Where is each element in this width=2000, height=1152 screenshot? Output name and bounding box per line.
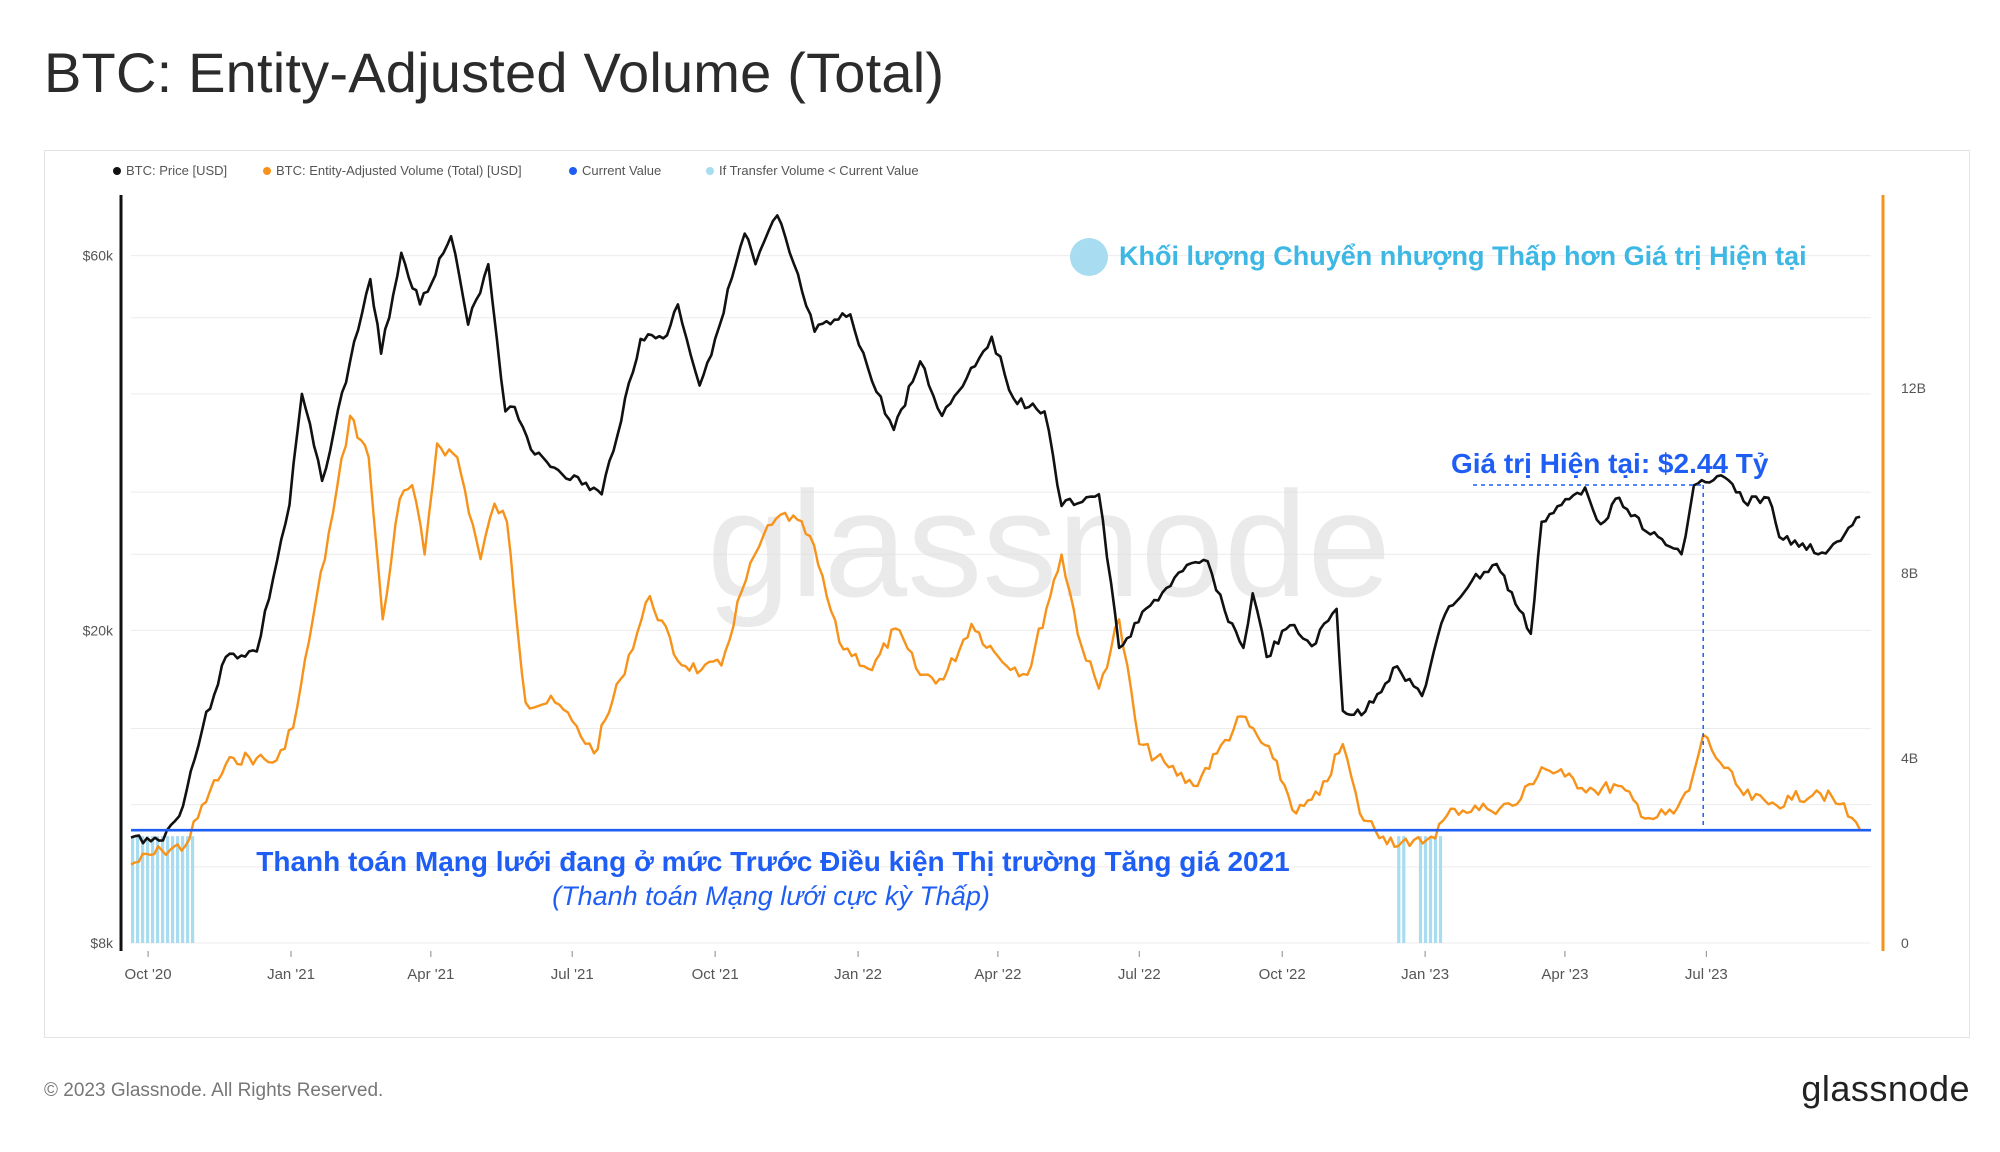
x-tick-label: Jan '21 xyxy=(267,966,315,983)
x-tick-label: Jul '21 xyxy=(551,966,594,983)
x-tick-label: Jul '22 xyxy=(1118,966,1161,983)
below-current-bar xyxy=(166,836,170,943)
y-right-tick-label: 8B xyxy=(1901,565,1918,581)
below-current-bar xyxy=(1423,836,1428,943)
below-current-bar xyxy=(191,836,195,943)
x-tick-label: Apr '23 xyxy=(1541,966,1588,983)
below-current-bar xyxy=(146,836,150,943)
below-current-bar xyxy=(181,836,185,943)
below-current-bar xyxy=(161,836,165,943)
legend-note-text: Khối lượng Chuyển nhượng Thấp hơn Giá tr… xyxy=(1119,241,1807,271)
x-tick-label: Jan '23 xyxy=(1401,966,1449,983)
x-tick-label: Apr '21 xyxy=(407,966,454,983)
x-tick-label: Apr '22 xyxy=(974,966,1021,983)
x-tick-label: Oct '21 xyxy=(692,966,739,983)
price-series-line xyxy=(130,214,1861,845)
subline-annotation: (Thanh toán Mạng lưới cực kỳ Thấp) xyxy=(552,881,990,911)
legend-label: If Transfer Volume < Current Value xyxy=(719,163,919,178)
legend-label: Current Value xyxy=(582,163,661,178)
y-right-tick-label: 12B xyxy=(1901,380,1926,396)
volume-series-line xyxy=(130,414,1862,866)
below-current-bar xyxy=(141,836,145,943)
legend-label: BTC: Price [USD] xyxy=(126,163,227,178)
below-current-bar xyxy=(1397,836,1401,943)
brand-logo: glassnode xyxy=(1801,1068,1970,1109)
x-tick-label: Jul '23 xyxy=(1685,966,1728,983)
y-left-tick-label: $8k xyxy=(90,935,114,951)
below-current-bar xyxy=(136,836,140,943)
below-current-bar xyxy=(1418,836,1423,943)
legend-note-swatch xyxy=(1070,238,1108,276)
y-left-tick-label: $60k xyxy=(83,248,114,264)
below-current-bar xyxy=(151,836,155,943)
current-value-label: Giá trị Hiện tại: $2.44 Tỷ xyxy=(1451,448,1769,479)
chart: BTC: Price [USD] BTC: Entity-Adjusted Vol… xyxy=(83,163,1926,983)
below-current-bar xyxy=(156,836,160,943)
below-current-bars xyxy=(131,836,1443,943)
series-lines xyxy=(130,214,1871,866)
below-current-bar xyxy=(131,836,135,943)
x-tick-label: Jan '22 xyxy=(834,966,882,983)
below-current-bar xyxy=(176,836,180,943)
legend-marker xyxy=(569,167,577,175)
copyright-text: © 2023 Glassnode. All Rights Reserved. xyxy=(44,1080,384,1101)
below-current-bar xyxy=(1433,836,1438,943)
x-tick-label: Oct '22 xyxy=(1259,966,1306,983)
below-current-bar xyxy=(186,836,190,943)
x-tick-label: Oct '20 xyxy=(125,966,172,983)
y-right-tick-label: 4B xyxy=(1901,750,1918,766)
legend-label: BTC: Entity-Adjusted Volume (Total) [USD… xyxy=(276,163,522,178)
chart-container: BTC: Price [USD] BTC: Entity-Adjusted Vol… xyxy=(44,150,1970,1038)
legend-marker xyxy=(263,167,271,175)
annotations: Khối lượng Chuyển nhượng Thấp hơn Giá tr… xyxy=(256,238,1807,911)
below-current-bar xyxy=(171,836,175,943)
below-current-bar xyxy=(1402,836,1406,943)
chart-legend: BTC: Price [USD] BTC: Entity-Adjusted Vol… xyxy=(113,163,919,178)
grid-lines xyxy=(131,255,1871,944)
legend-marker xyxy=(113,167,121,175)
headline-annotation: Thanh toán Mạng lưới đang ở mức Trước Đi… xyxy=(256,846,1290,877)
y-left-tick-label: $20k xyxy=(83,622,114,638)
legend-marker xyxy=(706,167,714,175)
page-title: BTC: Entity-Adjusted Volume (Total) xyxy=(44,41,945,104)
y-right-tick-label: 0 xyxy=(1901,935,1909,951)
below-current-bar xyxy=(1438,836,1443,943)
axes: $8k $20k $60k 0 4B 8B 12B Oct '20 Jan '21 Apr '21… xyxy=(83,195,1926,983)
below-current-bar xyxy=(1428,836,1433,943)
